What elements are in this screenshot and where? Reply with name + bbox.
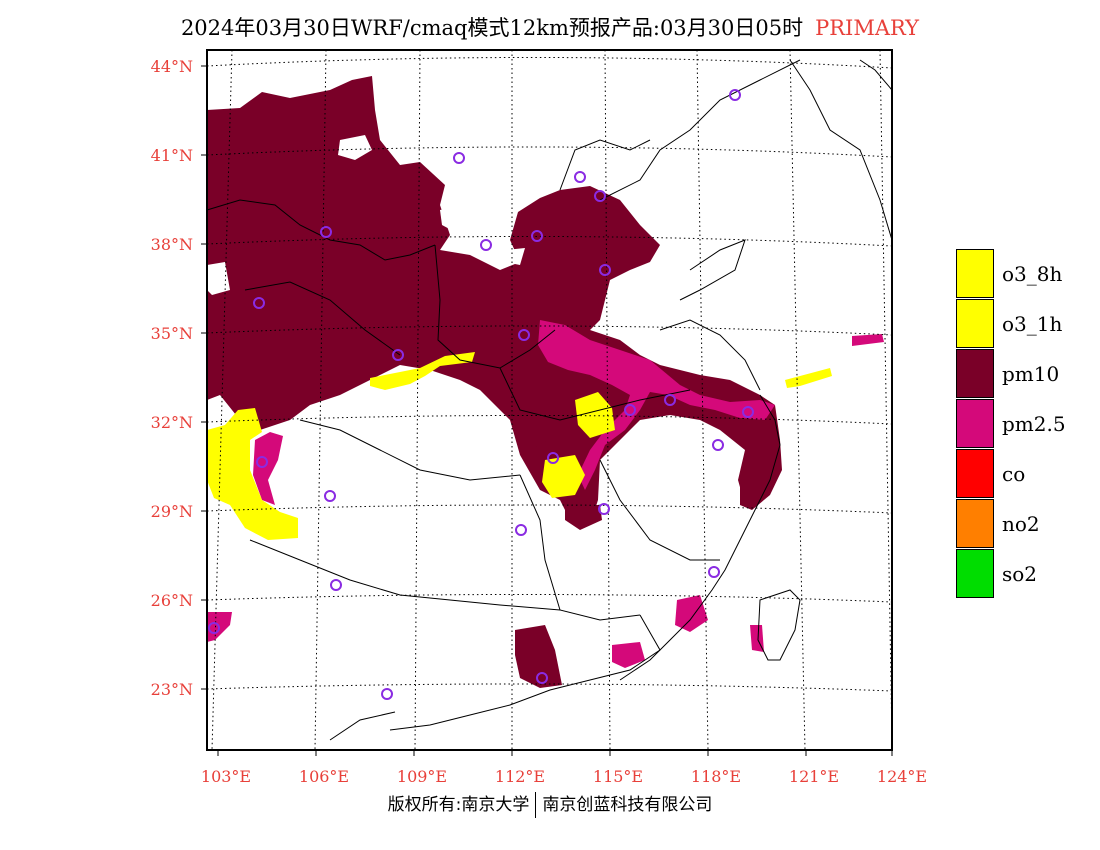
legend-item: o3_8h — [956, 249, 1096, 299]
legend-swatch — [956, 449, 994, 498]
tick-marks — [201, 65, 893, 756]
legend-item: o3_1h — [956, 299, 1096, 349]
pm10-fujian-coast — [740, 440, 782, 510]
lon-label: 121°E — [789, 767, 839, 786]
lat-label: 23°N — [151, 680, 193, 699]
lon-label: 109°E — [397, 767, 447, 786]
legend-swatch — [956, 299, 994, 348]
lon-label: 115°E — [593, 767, 643, 786]
boundaries — [206, 59, 893, 741]
lat-label: 26°N — [151, 591, 193, 610]
lat-label: 41°N — [151, 146, 193, 165]
pm10-hunan — [565, 505, 602, 530]
pm25-coast-east — [852, 334, 884, 346]
legend-swatch — [956, 399, 994, 448]
legend-swatch — [956, 349, 994, 398]
clear-gap-4 — [505, 248, 525, 265]
legend-label: o3_1h — [1002, 312, 1063, 336]
title-tag: PRIMARY — [815, 16, 920, 40]
clear-gap-2 — [338, 135, 372, 160]
legend-item: pm2.5 — [956, 399, 1096, 449]
legend-label: no2 — [1002, 512, 1040, 536]
legend-label: o3_8h — [1002, 262, 1063, 286]
legend-label: co — [1002, 462, 1026, 486]
lon-label: 118°E — [691, 767, 741, 786]
title-main: 2024年03月30日WRF/cmaq模式12km预报产品:03月30日05时 — [180, 16, 804, 40]
legend-item: co — [956, 449, 1096, 499]
o3-hunan — [542, 455, 585, 498]
o3-sichuan-basin — [207, 408, 298, 540]
clear-gap-3 — [440, 205, 480, 232]
legend-item: no2 — [956, 499, 1096, 549]
lat-label: 32°N — [151, 413, 193, 432]
copyright-footer: 版权所有:南京大学 南京创蓝科技有限公司 — [0, 790, 1100, 818]
legend-swatch — [956, 499, 994, 548]
graticule — [206, 49, 893, 751]
legend-label: so2 — [1002, 562, 1038, 586]
footer-separator — [535, 792, 537, 818]
lat-label: 38°N — [151, 235, 193, 254]
map-title: 2024年03月30日WRF/cmaq模式12km预报产品:03月30日05时 P… — [0, 12, 1100, 42]
legend-item: so2 — [956, 549, 1096, 599]
map-frame — [206, 49, 893, 751]
pollutant-legend: o3_8h o3_1h pm10 pm2.5 co no2 so2 — [956, 249, 1096, 599]
clear-gap-1 — [207, 50, 265, 100]
pm25-east-china — [538, 320, 775, 490]
copyright-right: 南京创蓝科技有限公司 — [542, 795, 713, 815]
lat-label: 44°N — [151, 57, 193, 76]
pm25-southeast-coast — [675, 595, 708, 632]
legend-item: pm10 — [956, 349, 1096, 399]
lon-labels: 103°E 106°E 109°E 112°E 115°E 118°E 121°… — [201, 767, 927, 786]
legend-label: pm2.5 — [1002, 412, 1066, 436]
legend-swatch — [956, 249, 994, 298]
pm10-dongting — [518, 420, 548, 450]
pm25-guangdong — [612, 642, 645, 668]
legend-label: pm10 — [1002, 362, 1060, 386]
pm10-region-north — [207, 76, 780, 525]
lon-label: 103°E — [201, 767, 251, 786]
lon-label: 124°E — [877, 767, 927, 786]
o3-yellow-sea — [785, 368, 832, 388]
lon-label: 112°E — [495, 767, 545, 786]
lat-label: 35°N — [151, 324, 193, 343]
o3-hubei — [575, 392, 615, 438]
pm25-sichuan — [253, 432, 283, 505]
map-area — [207, 50, 884, 688]
lat-labels: 44°N 41°N 38°N 35°N 32°N 29°N 26°N 23°N — [151, 57, 193, 699]
copyright-left: 版权所有:南京大学 — [387, 795, 530, 815]
lon-label: 106°E — [299, 767, 349, 786]
legend-swatch — [956, 549, 994, 598]
clear-gap-5 — [207, 262, 230, 295]
pm10-guangdong — [515, 625, 562, 688]
lat-label: 29°N — [151, 502, 193, 521]
o3-shaanxi-band — [370, 352, 475, 390]
station-markers — [208, 89, 754, 700]
